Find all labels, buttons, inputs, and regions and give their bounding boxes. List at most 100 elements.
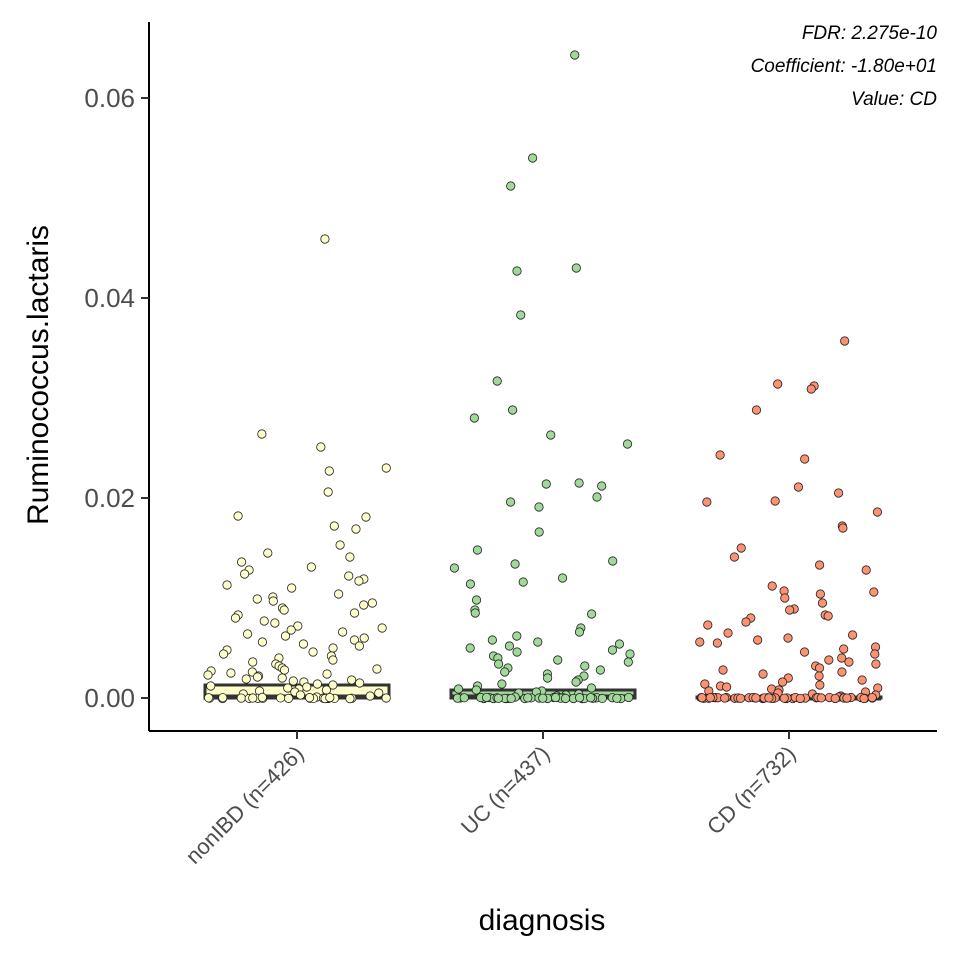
data-point <box>859 693 869 704</box>
data-point <box>767 581 777 591</box>
data-point <box>257 429 267 439</box>
data-point <box>506 693 516 704</box>
data-point <box>242 629 253 639</box>
data-point <box>806 384 816 394</box>
data-point <box>322 669 332 679</box>
annotations: FDR: 2.275e-10 Coefficient: -1.80e+01 Valu… <box>751 23 938 110</box>
data-point <box>279 665 290 675</box>
data-point <box>838 523 848 533</box>
data-point <box>741 617 751 627</box>
data-point <box>871 659 881 669</box>
data-point <box>872 507 883 517</box>
data-point <box>592 492 602 502</box>
data-point <box>236 557 247 567</box>
data-point <box>354 576 364 586</box>
data-point <box>241 674 251 684</box>
data-point <box>508 405 518 415</box>
data-point <box>257 692 267 703</box>
data-point <box>722 682 732 692</box>
data-point <box>546 430 556 440</box>
annotation-text: Coefficient: -1.80e+01 <box>751 56 937 77</box>
data-point <box>580 661 590 671</box>
data-point <box>355 678 365 688</box>
y-tick-label: 0.04 <box>84 283 135 313</box>
data-point <box>236 693 246 703</box>
data-point <box>471 595 482 605</box>
data-point <box>354 641 364 651</box>
data-point <box>837 667 847 677</box>
data-point <box>697 693 707 703</box>
data-point <box>607 645 618 655</box>
data-point <box>597 481 607 491</box>
data-point <box>702 497 712 507</box>
data-point <box>538 693 548 703</box>
data-point <box>575 693 585 703</box>
data-point <box>723 628 733 638</box>
data-point <box>465 643 475 653</box>
data-point <box>377 623 387 633</box>
data-point <box>472 545 483 555</box>
data-point <box>218 649 229 659</box>
data-point <box>345 693 355 704</box>
data-point <box>279 605 289 615</box>
data-point <box>334 589 344 599</box>
data-point <box>248 693 258 703</box>
data-point <box>453 684 464 694</box>
data-point <box>814 663 825 673</box>
data-point <box>518 577 528 587</box>
data-point <box>361 512 371 522</box>
data-point <box>574 478 584 488</box>
data-point <box>837 653 847 663</box>
data-point <box>325 692 335 703</box>
annotation-text: Value: CD <box>851 89 937 110</box>
data-point <box>204 693 214 703</box>
data-point <box>349 635 360 645</box>
data-point <box>328 655 338 665</box>
data-point <box>335 540 345 550</box>
data-point <box>293 621 303 631</box>
data-point <box>345 552 355 562</box>
data-point <box>367 598 377 608</box>
data-point <box>338 627 348 637</box>
data-point <box>494 659 504 669</box>
data-point <box>703 620 713 630</box>
data-point <box>622 439 633 449</box>
data-point <box>785 605 795 615</box>
data-point <box>834 488 844 498</box>
data-point <box>705 693 715 703</box>
data-point <box>469 413 479 423</box>
data-point <box>830 693 840 704</box>
data-point <box>712 638 722 648</box>
data-point <box>623 657 633 667</box>
data-point <box>316 442 326 452</box>
data-point <box>321 685 332 695</box>
data-point <box>770 496 780 506</box>
data-point <box>374 688 384 698</box>
data-point <box>203 670 213 680</box>
data-point <box>861 565 871 575</box>
data-point <box>718 665 728 675</box>
data-point <box>844 657 854 667</box>
y-axis: 0.00 0.02 0.04 0.06 <box>84 22 150 731</box>
data-point <box>751 693 761 703</box>
data-point <box>346 675 357 685</box>
data-point <box>206 681 216 691</box>
data-point <box>777 677 788 687</box>
data-point <box>543 673 553 683</box>
points <box>203 50 883 704</box>
data-point <box>758 669 768 679</box>
data-point <box>557 573 568 583</box>
data-point <box>824 655 834 665</box>
data-point <box>541 479 551 489</box>
y-tick-label: 0.00 <box>84 683 135 713</box>
data-point <box>349 608 360 618</box>
data-point <box>729 552 740 562</box>
data-point <box>534 502 544 512</box>
data-point <box>328 643 338 653</box>
data-point <box>870 649 880 659</box>
data-point <box>700 679 710 689</box>
data-point <box>365 691 375 701</box>
data-point <box>372 664 382 674</box>
